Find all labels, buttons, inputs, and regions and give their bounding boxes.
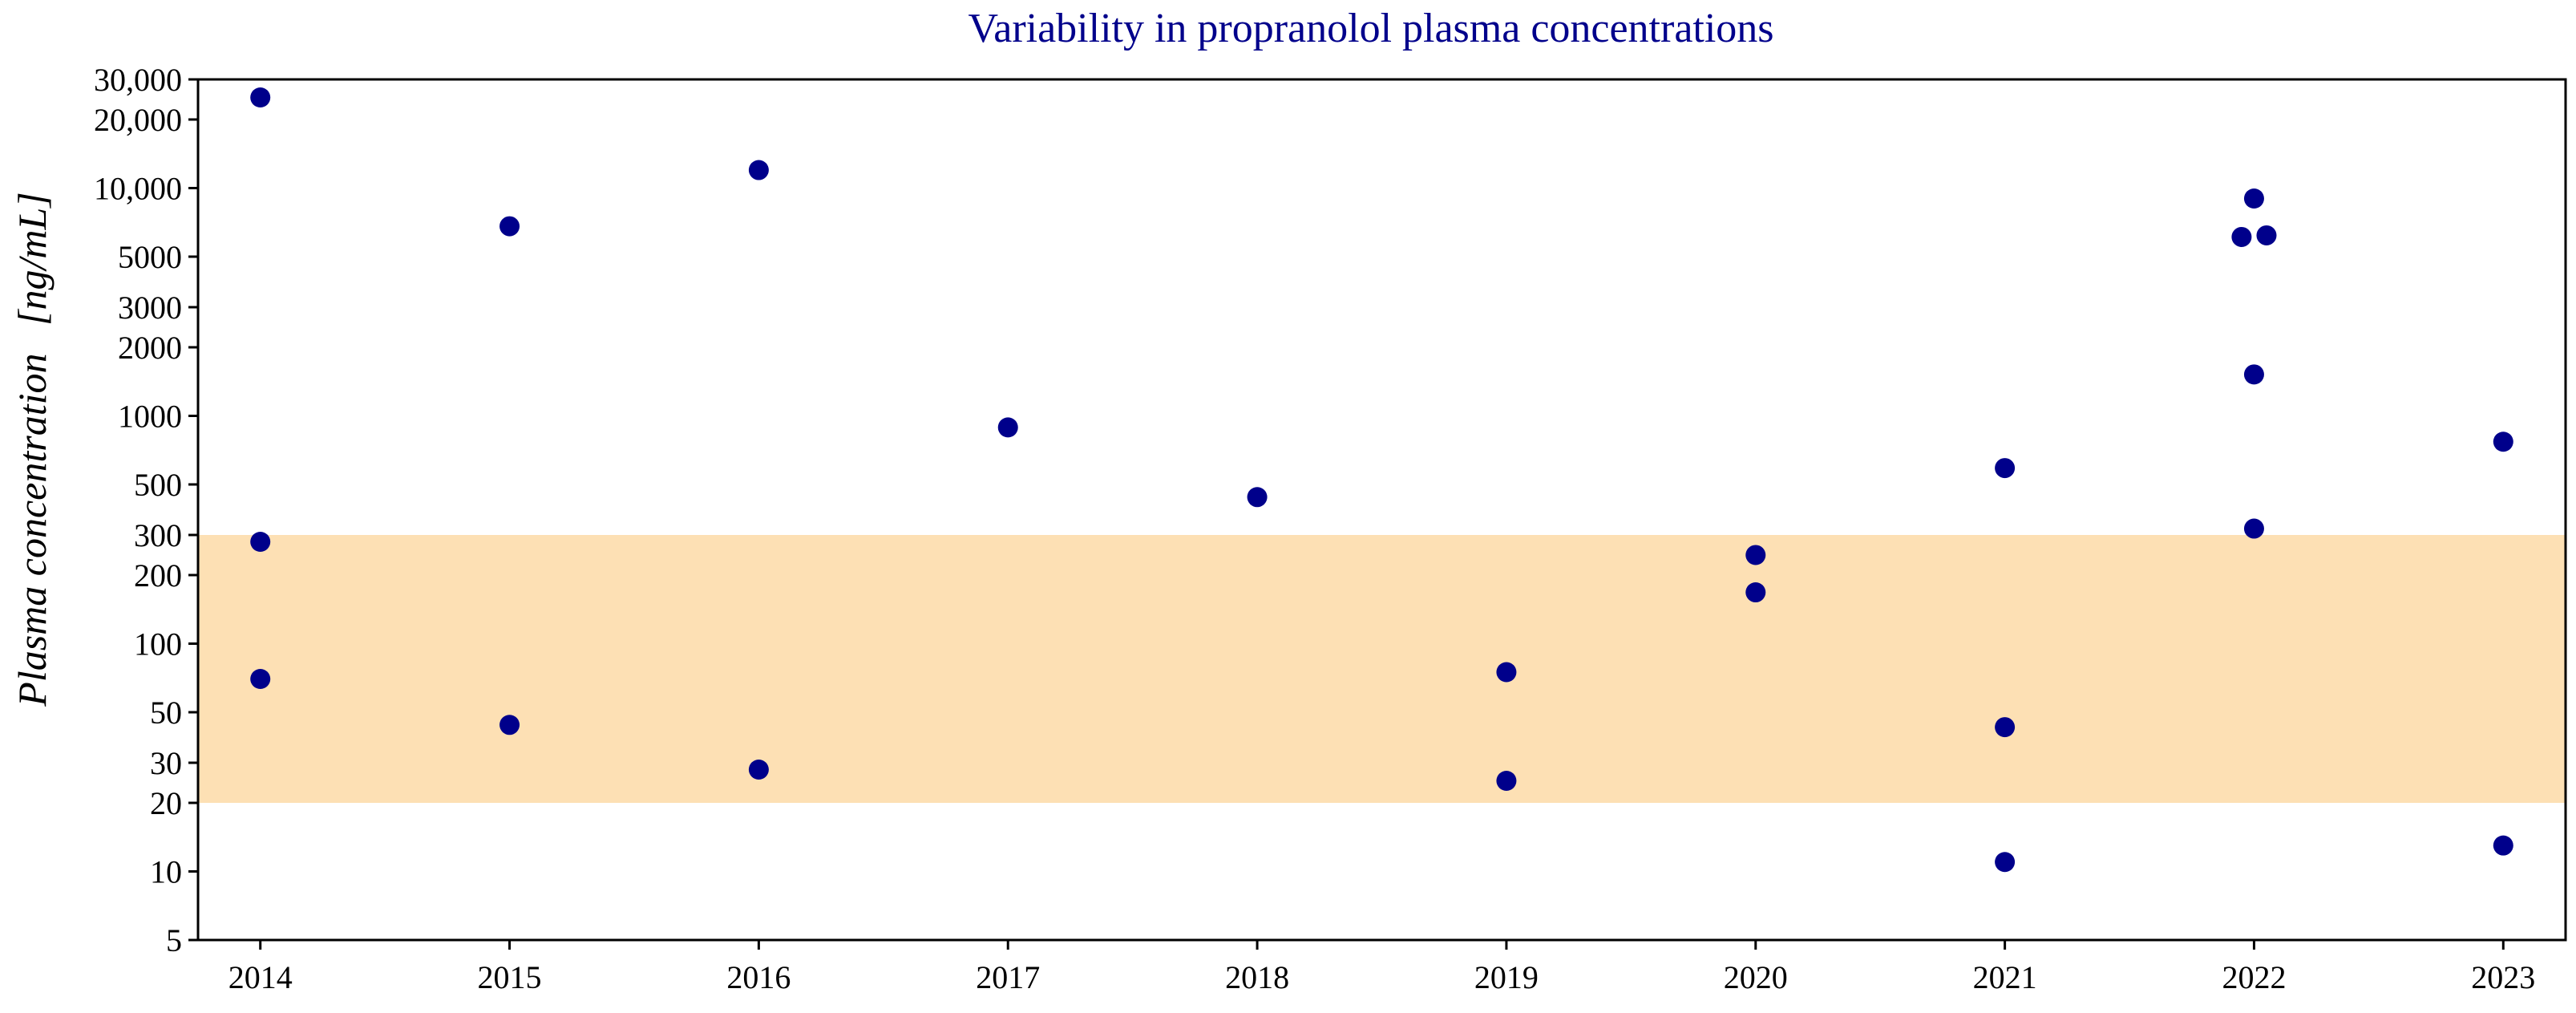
data-point xyxy=(499,715,520,735)
data-point xyxy=(250,532,271,553)
y-tick-label: 10,000 xyxy=(94,171,182,207)
data-point xyxy=(2256,225,2277,245)
y-tick-label: 20,000 xyxy=(94,102,182,138)
data-point xyxy=(1745,582,1766,603)
y-axis-ticks: 5 10 20 30 50 100 200 300 500 1000 2000 3000 5000 10,… xyxy=(94,62,198,958)
data-point xyxy=(250,668,271,689)
data-point xyxy=(748,160,769,180)
data-point xyxy=(250,87,271,107)
x-tick-label: 2014 xyxy=(228,959,293,995)
x-tick-label: 2018 xyxy=(1225,959,1289,995)
y-axis-label-main: Plasma concentration xyxy=(10,354,55,707)
y-axis-label: Plasma concentration [ng/mL] xyxy=(10,192,55,707)
y-tick-label: 30,000 xyxy=(94,62,182,98)
y-tick-label: 10 xyxy=(150,854,182,890)
data-point xyxy=(1496,662,1517,683)
x-tick-label: 2017 xyxy=(976,959,1040,995)
reference-range-band xyxy=(198,535,2566,804)
y-tick-label: 20 xyxy=(150,785,182,821)
x-tick-label: 2020 xyxy=(1724,959,1788,995)
data-point xyxy=(1995,458,2016,479)
y-tick-label: 30 xyxy=(150,745,182,781)
data-point xyxy=(2243,364,2264,385)
x-tick-label: 2021 xyxy=(1973,959,2037,995)
data-point xyxy=(1247,487,1268,508)
data-point xyxy=(1496,770,1517,791)
data-points xyxy=(250,87,2513,873)
data-point xyxy=(997,417,1018,438)
x-tick-label: 2022 xyxy=(2222,959,2286,995)
data-point xyxy=(2243,188,2264,209)
y-tick-label: 5 xyxy=(166,922,182,958)
data-point xyxy=(499,216,520,237)
data-point xyxy=(748,760,769,780)
y-tick-label: 2000 xyxy=(118,330,182,366)
data-point xyxy=(1745,545,1766,565)
x-tick-label: 2019 xyxy=(1474,959,1539,995)
plot-area-frame xyxy=(196,78,2567,942)
y-tick-label: 5000 xyxy=(118,239,182,275)
x-tick-label: 2023 xyxy=(2471,959,2535,995)
x-axis-ticks: 2014 2015 2016 2017 2018 2019 2020 2021 2022 2023 xyxy=(228,940,2535,995)
y-axis-label-unit: [ng/mL] xyxy=(10,192,55,326)
y-tick-label: 100 xyxy=(134,626,182,663)
data-point xyxy=(1995,717,2016,738)
y-tick-label: 200 xyxy=(134,557,182,594)
data-point xyxy=(2493,432,2513,452)
data-point xyxy=(2493,835,2513,856)
data-point xyxy=(2231,226,2252,247)
y-tick-label: 1000 xyxy=(118,399,182,435)
y-tick-label: 3000 xyxy=(118,290,182,326)
data-point xyxy=(1995,852,2016,873)
y-tick-label: 500 xyxy=(134,467,182,503)
chart-title: Variability in propranolol plasma concen… xyxy=(968,6,1773,51)
data-point xyxy=(2243,518,2264,539)
y-tick-label: 50 xyxy=(150,695,182,731)
x-tick-label: 2015 xyxy=(478,959,542,995)
y-tick-label: 300 xyxy=(134,517,182,553)
x-tick-label: 2016 xyxy=(726,959,791,995)
